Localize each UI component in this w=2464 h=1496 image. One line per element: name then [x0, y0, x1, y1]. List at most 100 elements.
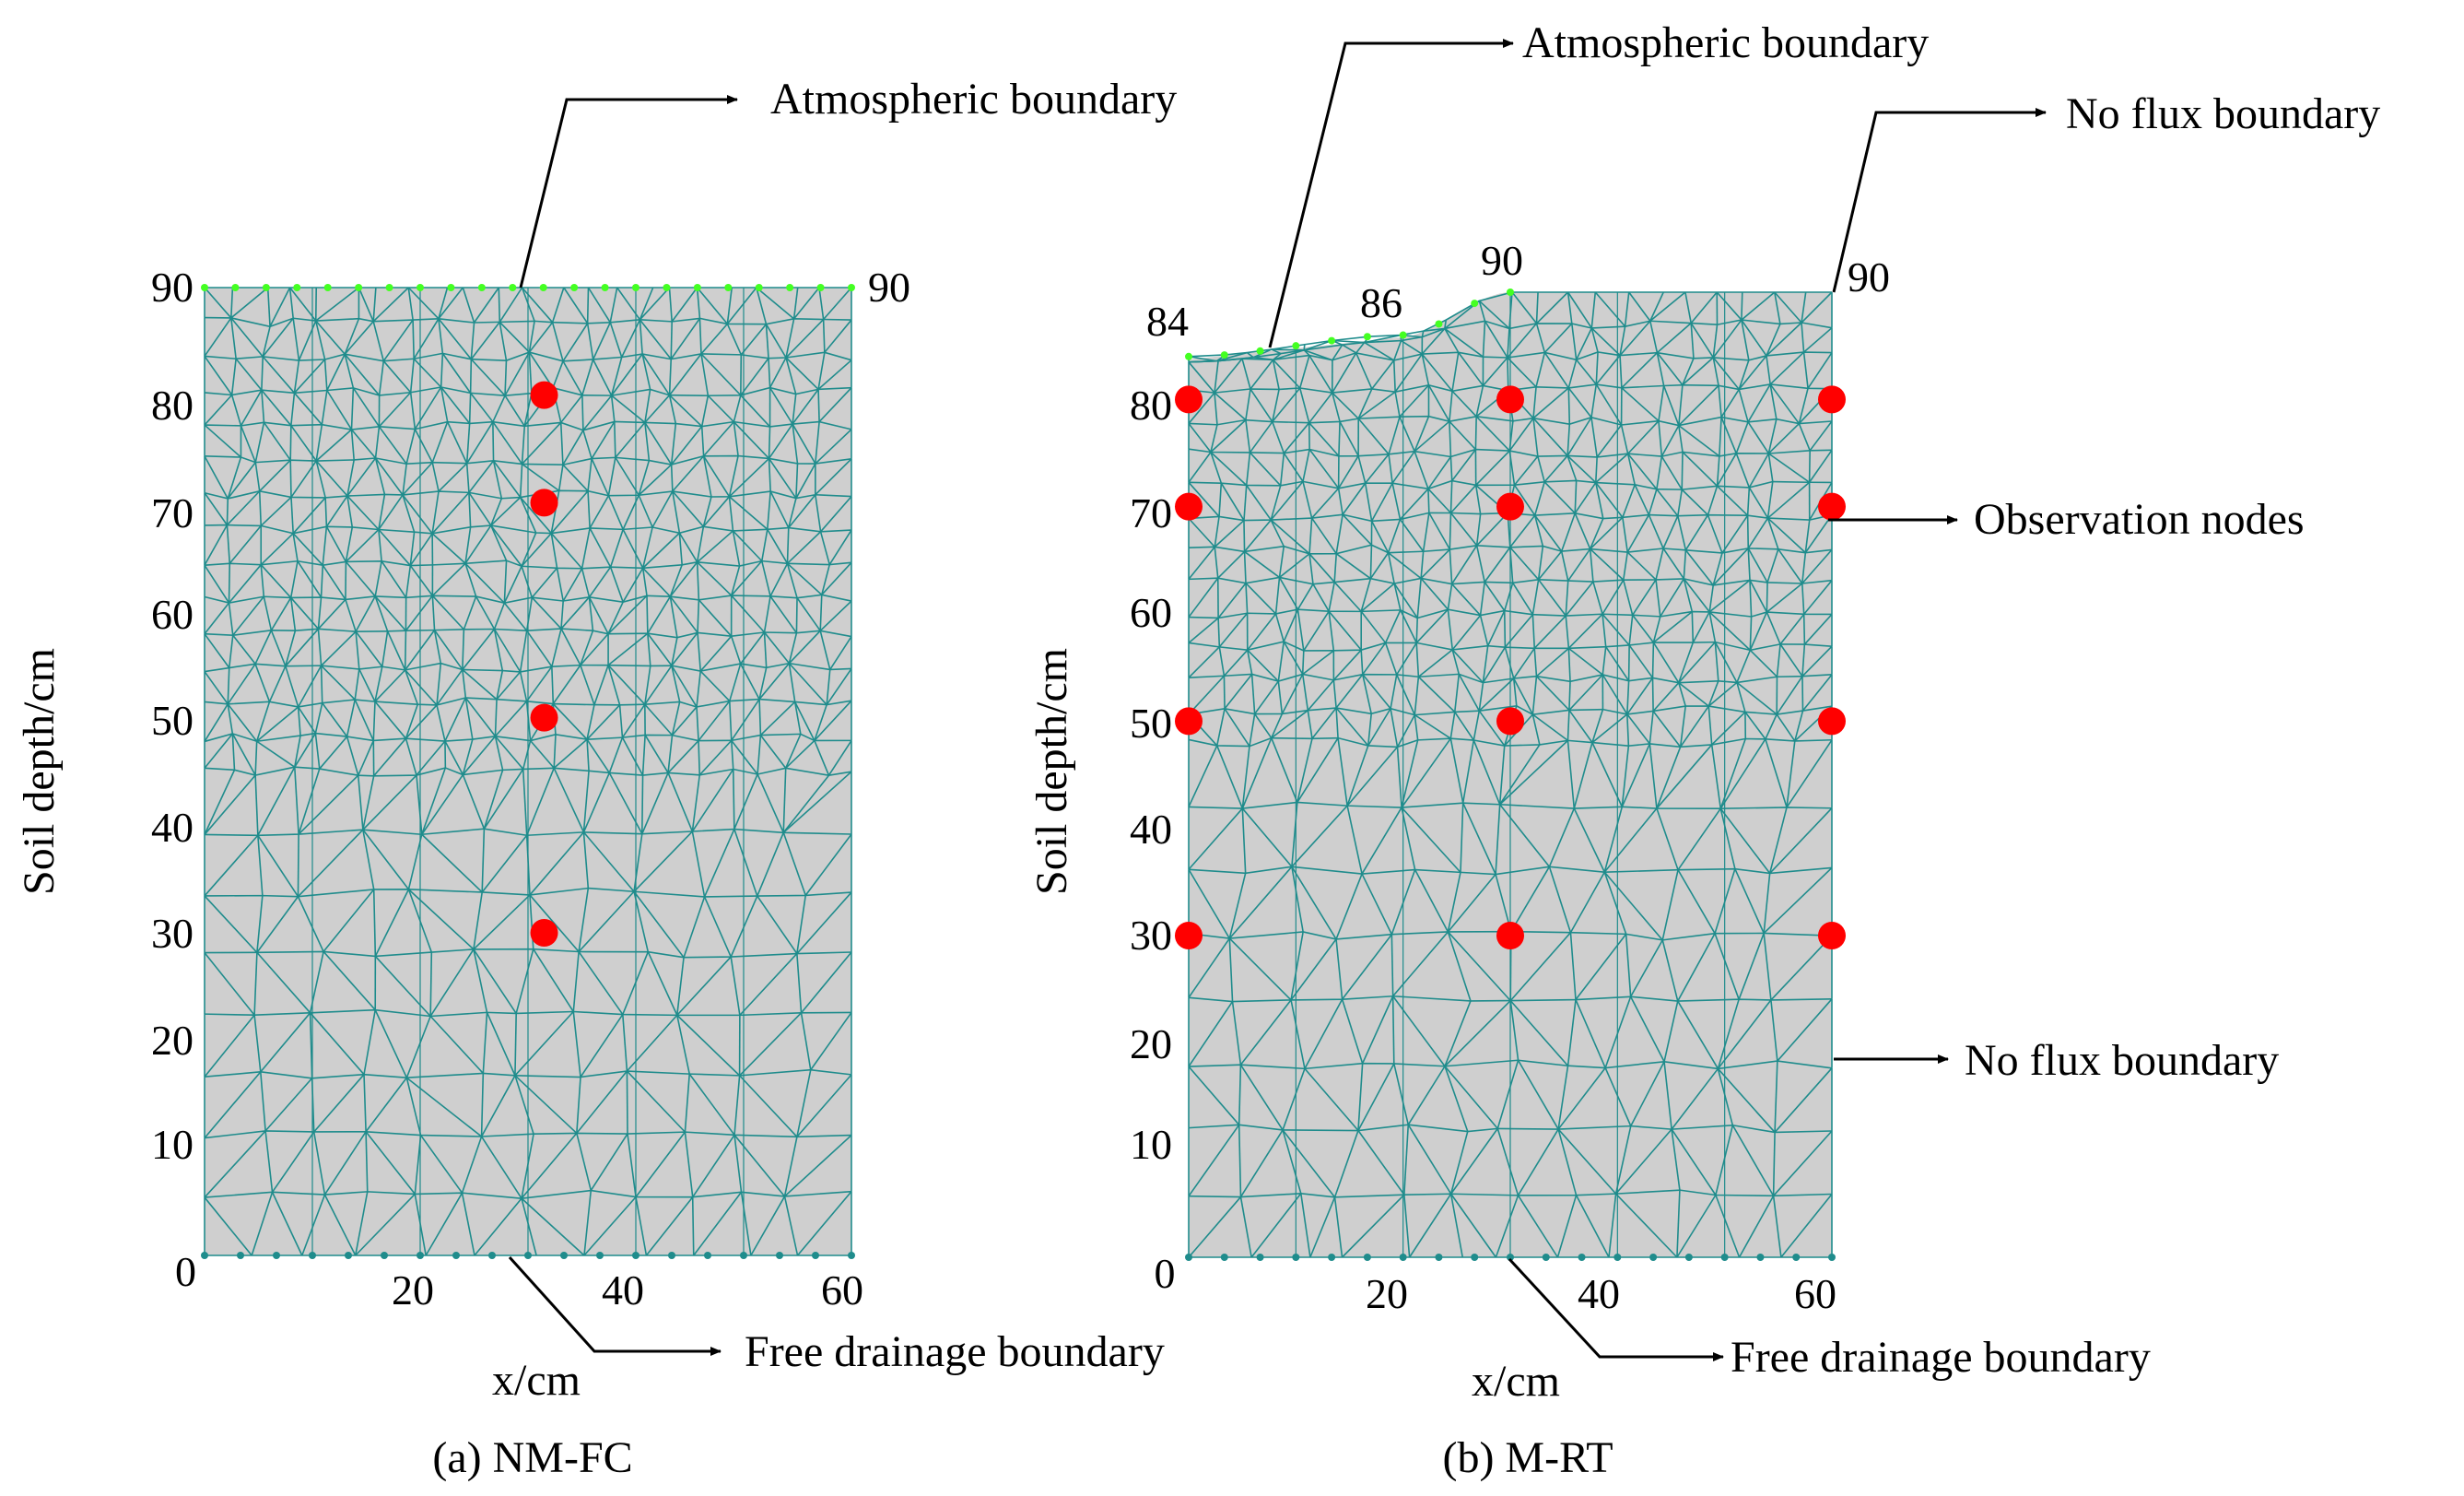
panel-a-mesh — [204, 287, 852, 1256]
panel-a-surface-nodes — [201, 284, 855, 291]
panel-a-x-tick-40: 40 — [602, 1266, 644, 1313]
panel-b: 0 10 20 30 40 50 60 70 80 84 86 90 90 20… — [1027, 18, 2380, 1482]
panel-b-y-tick-80: 80 — [1130, 382, 1172, 429]
bottom-node — [740, 1252, 747, 1259]
panel-a-atmospheric-label: Atmospheric boundary — [770, 75, 1177, 124]
surface-node — [1507, 289, 1514, 296]
surface-node — [201, 284, 208, 291]
bottom-node — [273, 1252, 280, 1259]
bottom-node — [632, 1252, 639, 1259]
panel-a-caption: (a) NM-FC — [432, 1433, 632, 1482]
surface-node — [693, 284, 701, 291]
surface-node — [293, 284, 301, 291]
surface-node — [1363, 333, 1371, 341]
panel-a-observation-node — [530, 703, 558, 732]
panel-b-surface-label-86: 86 — [1360, 279, 1402, 326]
panel-a-y-tick-60: 60 — [151, 591, 194, 638]
surface-node — [262, 284, 270, 291]
panel-a-y-tick-0: 0 — [175, 1248, 196, 1295]
surface-node — [570, 284, 579, 291]
panel-b-observation-node — [1175, 385, 1203, 414]
panel-a-drainage-label: Free drainage boundary — [745, 1327, 1165, 1376]
bottom-node — [1399, 1254, 1407, 1261]
panel-b-no-flux-side-label: No flux boundary — [1965, 1036, 2279, 1085]
panel-a-y-tick-90: 90 — [151, 264, 194, 311]
panel-b-caption: (b) M-RT — [1442, 1433, 1613, 1482]
panel-a-x-ticks: 20 40 60 — [392, 1266, 863, 1313]
panel-b-observation-node — [1818, 492, 1846, 521]
panel-a-observation-nodes — [530, 381, 558, 947]
bottom-node — [237, 1252, 244, 1259]
panel-b-x-tick-60: 60 — [1794, 1270, 1836, 1317]
panel-b-y-tick-30: 30 — [1130, 912, 1172, 959]
surface-node — [477, 284, 486, 291]
surface-node — [1435, 320, 1443, 328]
surface-node — [816, 284, 825, 291]
panel-a-y-tick-50: 50 — [151, 697, 194, 744]
bottom-node — [1328, 1254, 1336, 1261]
panel-b-y-ticks: 0 10 20 30 40 50 60 70 80 — [1130, 382, 1176, 1297]
panel-b-surface-label-84: 84 — [1146, 298, 1189, 345]
panel-a-x-axis-title: x/cm — [492, 1356, 581, 1405]
panel-a-bottom-nodes — [201, 1252, 855, 1259]
panel-b-observation-node — [1496, 707, 1524, 736]
bottom-node — [1256, 1254, 1264, 1261]
surface-node — [509, 284, 517, 291]
bottom-node — [1720, 1254, 1729, 1261]
panel-b-drainage-leader — [1508, 1257, 1724, 1361]
bottom-node — [1792, 1254, 1801, 1261]
panel-b-observation-node — [1496, 492, 1524, 521]
bottom-node — [1185, 1254, 1192, 1261]
panel-b-y-tick-50: 50 — [1130, 700, 1172, 747]
surface-node — [755, 284, 763, 291]
bottom-node — [596, 1252, 604, 1259]
panel-b-observation-node — [1818, 385, 1846, 414]
panel-b-observation-node — [1175, 707, 1203, 736]
bottom-node — [309, 1252, 316, 1259]
panel-b-observation-node — [1496, 922, 1524, 949]
surface-node — [1471, 300, 1479, 308]
panel-a-surface-label-90: 90 — [868, 264, 910, 311]
panel-b-y-axis-title: Soil depth/cm — [1027, 648, 1076, 895]
panel-a-x-tick-60: 60 — [821, 1266, 863, 1313]
panel-a-y-tick-70: 70 — [151, 489, 194, 536]
bottom-node — [1220, 1254, 1228, 1261]
bottom-node — [848, 1252, 855, 1259]
bottom-node — [1578, 1254, 1586, 1261]
surface-node — [417, 284, 424, 291]
panel-a-observation-node — [530, 489, 558, 517]
panel-b-mesh — [1188, 291, 1833, 1258]
panel-b-y-tick-40: 40 — [1130, 806, 1172, 853]
surface-node — [632, 284, 639, 291]
panel-b-observation-node — [1175, 492, 1203, 521]
bottom-node — [1542, 1254, 1550, 1261]
surface-node — [231, 284, 240, 291]
panel-b-x-axis-title: x/cm — [1472, 1357, 1560, 1406]
panel-b-x-ticks: 20 40 60 — [1366, 1270, 1836, 1317]
panel-b-surface-label-90-mid: 90 — [1481, 237, 1523, 284]
bottom-node — [560, 1252, 568, 1259]
bottom-node — [452, 1252, 460, 1259]
surface-node — [848, 284, 855, 291]
panel-b-y-tick-60: 60 — [1130, 589, 1172, 636]
surface-node — [1292, 342, 1300, 350]
panel-a-y-tick-30: 30 — [151, 910, 194, 957]
panel-b-observation-node — [1496, 385, 1524, 414]
surface-node — [355, 284, 363, 291]
surface-node — [724, 284, 733, 291]
panel-b-no-flux-top-label: No flux boundary — [2066, 89, 2380, 138]
surface-node — [601, 284, 609, 291]
surface-node — [1328, 336, 1336, 345]
bottom-node — [1507, 1254, 1514, 1261]
panel-b-y-tick-20: 20 — [1130, 1020, 1172, 1067]
bottom-node — [1649, 1254, 1658, 1261]
surface-node — [385, 284, 393, 291]
panel-b-atmospheric-leader — [1268, 39, 1514, 348]
panel-b-observation-node — [1175, 922, 1203, 949]
surface-node — [1220, 351, 1228, 359]
panel-a-y-tick-80: 80 — [151, 382, 194, 429]
panel-b-atmospheric-label: Atmospheric boundary — [1522, 18, 1929, 67]
panel-b-observation-node — [1818, 707, 1846, 736]
panel-a-observation-node — [530, 381, 558, 409]
